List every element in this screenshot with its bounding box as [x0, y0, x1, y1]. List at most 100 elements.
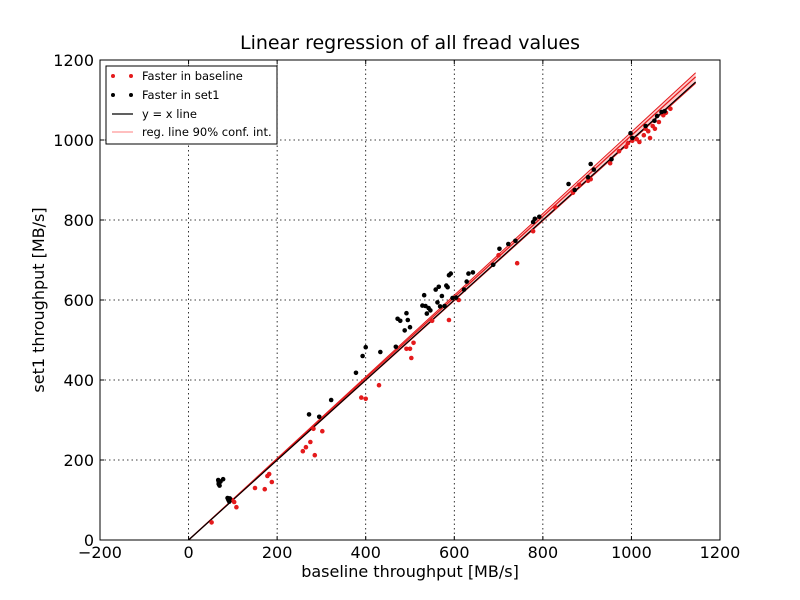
point-faster-set1: [628, 130, 633, 136]
point-faster-set1: [328, 397, 334, 403]
point-faster-set1: [591, 167, 597, 172]
point-faster-baseline: [409, 355, 414, 361]
point-faster-set1: [450, 295, 455, 301]
point-faster-set1: [566, 181, 571, 187]
point-faster-set1: [654, 113, 660, 119]
point-faster-set1: [588, 161, 593, 167]
point-faster-set1: [643, 123, 648, 129]
point-faster-set1: [378, 349, 383, 355]
y-tick-label: 0: [84, 531, 94, 550]
point-faster-baseline: [311, 426, 316, 432]
point-faster-baseline: [269, 479, 275, 485]
point-faster-baseline: [262, 486, 268, 492]
legend-box: [105, 65, 278, 145]
point-faster-set1: [220, 476, 226, 482]
point-faster-set1: [407, 324, 413, 330]
legend-label-set1: Faster in set1: [142, 88, 220, 102]
point-faster-baseline: [300, 448, 306, 454]
point-faster-baseline: [623, 144, 629, 150]
point-faster-set1: [404, 310, 409, 316]
point-faster-set1: [217, 483, 222, 488]
point-faster-set1: [497, 246, 502, 252]
point-faster-set1: [306, 412, 312, 417]
x-tick-label: 800: [528, 543, 559, 562]
point-faster-set1: [537, 214, 542, 220]
point-faster-set1: [464, 279, 469, 284]
point-faster-set1: [405, 317, 411, 323]
point-faster-set1: [363, 344, 369, 350]
x-tick-label: 200: [262, 543, 293, 562]
point-faster-set1: [445, 284, 450, 290]
point-faster-baseline: [252, 485, 258, 491]
point-faster-baseline: [411, 340, 416, 346]
y-tick-label: 600: [63, 291, 94, 310]
point-faster-set1: [393, 344, 399, 350]
point-faster-baseline: [404, 346, 409, 352]
y-axis-title: set1 throughput [MB/s]: [29, 207, 48, 392]
point-faster-set1: [424, 311, 430, 316]
chart-title: Linear regression of all fread values: [240, 32, 580, 54]
y-tick-label: 1000: [53, 131, 94, 150]
point-faster-set1: [609, 156, 614, 162]
point-faster-set1: [466, 271, 471, 276]
point-faster-set1: [461, 287, 467, 292]
point-faster-baseline: [231, 499, 237, 505]
point-faster-baseline: [496, 252, 501, 258]
point-faster-set1: [437, 304, 443, 309]
point-faster-set1: [436, 284, 442, 290]
legend-label-yx: y = x line: [142, 107, 197, 121]
x-tick-label: 600: [439, 543, 470, 562]
point-faster-set1: [442, 303, 447, 309]
legend-marker-baseline-2: [129, 74, 133, 78]
point-faster-set1: [572, 187, 578, 193]
point-faster-baseline: [637, 139, 642, 145]
point-faster-baseline: [616, 148, 622, 154]
point-faster-baseline: [429, 318, 435, 324]
legend-label-baseline: Faster in baseline: [142, 69, 243, 83]
x-tick-label: 1200: [700, 543, 741, 562]
regression-line: [188, 76, 697, 541]
y-tick-label: 200: [63, 451, 94, 470]
legend-marker-set1-2: [129, 93, 133, 97]
point-faster-baseline: [656, 119, 662, 125]
point-faster-set1: [433, 287, 438, 292]
point-faster-set1: [513, 238, 518, 244]
point-faster-baseline: [376, 382, 382, 388]
point-faster-set1: [360, 353, 365, 359]
point-faster-set1: [662, 108, 667, 114]
axis-ticks: −200 0 200 400 600 800 1000 1200020040060080010…: [53, 51, 740, 562]
point-faster-baseline: [625, 140, 631, 146]
x-tick-label: 1000: [611, 543, 652, 562]
point-faster-set1: [353, 370, 359, 376]
point-faster-set1: [227, 496, 233, 501]
point-faster-set1: [428, 308, 433, 313]
point-faster-baseline: [209, 520, 214, 525]
point-faster-baseline: [363, 396, 369, 402]
point-faster-set1: [453, 295, 459, 300]
x-axis-title: baseline throughput [MB/s]: [301, 562, 519, 581]
point-faster-baseline: [652, 126, 658, 132]
point-faster-baseline: [641, 132, 647, 138]
point-faster-baseline: [266, 471, 272, 477]
y-tick-label: 1200: [53, 51, 94, 70]
point-faster-baseline: [407, 346, 413, 352]
point-faster-baseline: [320, 428, 325, 434]
point-faster-set1: [316, 414, 322, 420]
x-tick-label: 400: [350, 543, 381, 562]
point-faster-baseline: [668, 106, 673, 112]
point-faster-set1: [585, 174, 591, 180]
point-faster-baseline: [576, 182, 582, 188]
legend-marker-set1-1: [111, 93, 115, 97]
point-faster-set1: [470, 270, 476, 275]
point-faster-set1: [421, 292, 427, 298]
point-faster-baseline: [303, 444, 309, 450]
legend: Faster in baseline Faster in set1 y = x …: [105, 65, 278, 145]
point-faster-set1: [652, 118, 657, 124]
legend-label-conf: reg. line 90% conf. int.: [142, 125, 272, 139]
point-faster-set1: [448, 271, 454, 276]
point-faster-set1: [402, 328, 407, 333]
point-faster-baseline: [312, 452, 318, 458]
point-faster-baseline: [607, 160, 613, 166]
point-faster-baseline: [552, 204, 558, 210]
